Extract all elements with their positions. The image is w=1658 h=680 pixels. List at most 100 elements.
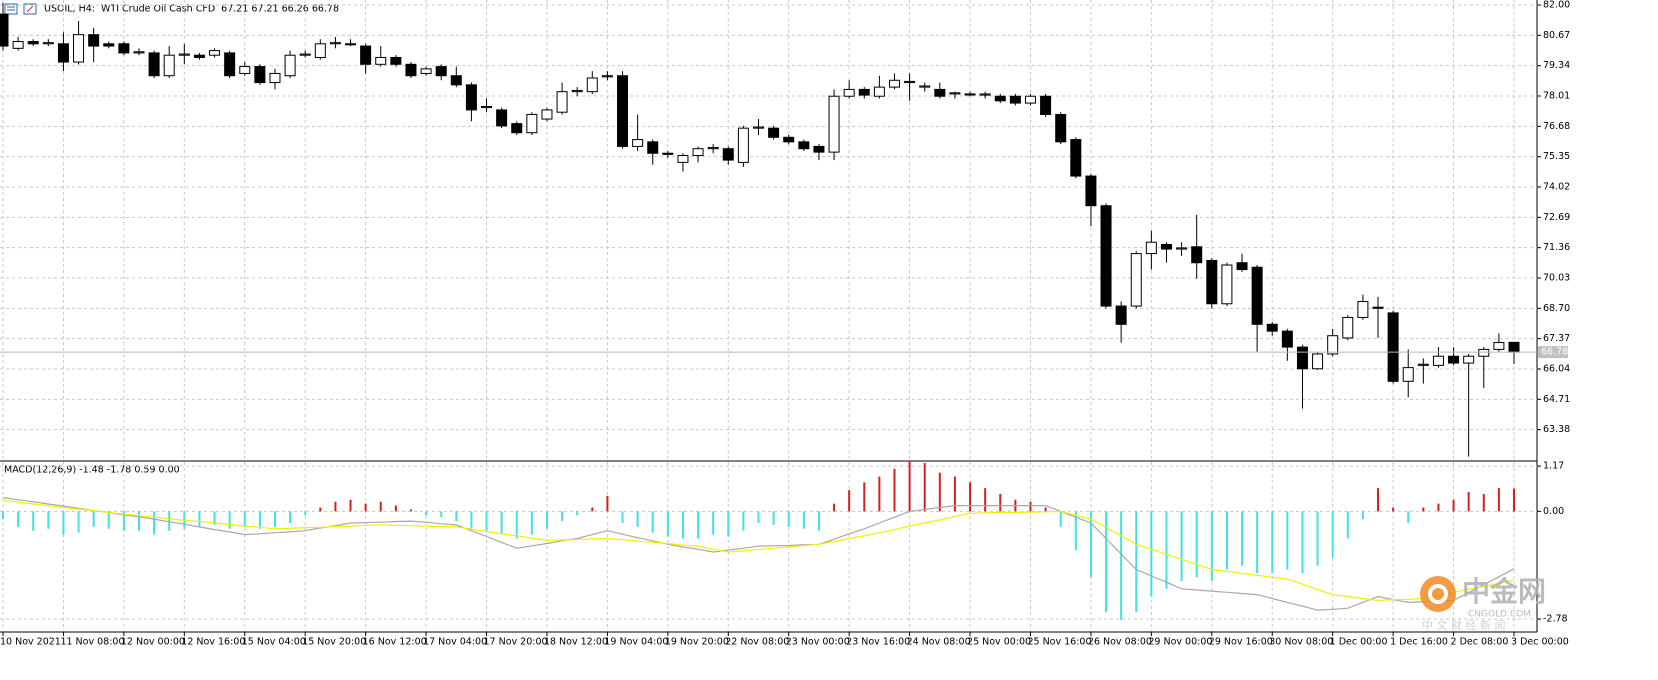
y-tick-label: 72.69 bbox=[1543, 212, 1570, 223]
candle-body bbox=[1040, 95, 1052, 115]
candle-body bbox=[677, 155, 689, 163]
x-tick-label: 25 Nov 16:00 bbox=[1027, 637, 1091, 648]
histogram-bar bbox=[153, 511, 156, 535]
candle-body bbox=[1251, 266, 1263, 325]
candle-body bbox=[27, 41, 39, 45]
candle-body bbox=[1448, 355, 1460, 364]
candle-body bbox=[1312, 353, 1324, 370]
y-tick-label: 80.67 bbox=[1543, 30, 1570, 41]
histogram-bar bbox=[379, 501, 382, 512]
candle-body bbox=[178, 53, 190, 56]
x-tick-label: 1 Dec 00:00 bbox=[1330, 637, 1388, 648]
candle-body bbox=[873, 86, 885, 97]
histogram-bar bbox=[137, 511, 140, 531]
candle-body bbox=[662, 152, 674, 155]
y-tick-label: 64.71 bbox=[1543, 394, 1570, 405]
histogram-bar bbox=[908, 461, 911, 512]
candle-body bbox=[707, 147, 719, 150]
y-tick-label: 74.02 bbox=[1543, 182, 1570, 193]
histogram-bar bbox=[17, 511, 20, 527]
candle-body bbox=[254, 66, 266, 84]
candle-body bbox=[57, 43, 69, 63]
x-tick-label: 23 Nov 16:00 bbox=[846, 637, 910, 648]
candle-body bbox=[481, 106, 493, 109]
candle-body bbox=[919, 85, 931, 88]
x-tick-label: 25 Nov 00:00 bbox=[967, 637, 1031, 648]
last-price-box bbox=[1538, 346, 1568, 359]
x-tick-label: 16 Nov 12:00 bbox=[363, 637, 427, 648]
candle-body bbox=[163, 54, 175, 77]
icon-line bbox=[26, 5, 34, 13]
histogram-bar bbox=[636, 511, 639, 527]
candle-body bbox=[586, 77, 598, 93]
histogram-bar bbox=[863, 482, 866, 512]
y-tick-label: 68.70 bbox=[1543, 303, 1570, 314]
candle-body bbox=[1387, 312, 1399, 382]
indicator-line bbox=[2, 499, 1515, 602]
candle-body bbox=[405, 63, 417, 77]
histogram-bar bbox=[757, 511, 760, 523]
candle-body bbox=[435, 66, 447, 77]
x-tick-label: 15 Nov 20:00 bbox=[302, 637, 366, 648]
candle-body bbox=[1463, 355, 1475, 364]
histogram-bar bbox=[1225, 511, 1228, 570]
candle-body bbox=[979, 93, 991, 96]
histogram-bar bbox=[1120, 511, 1123, 620]
plot: 82.00 80.67 79.34 78.01 76.68 75.35 74.02 72.69… bbox=[0, 0, 1570, 648]
histogram-bar bbox=[1437, 503, 1440, 512]
watermark: 中金网 CNGOLD.COM 中 文 财 经 新 闻 bbox=[1420, 575, 1546, 632]
y-tick-label: 70.03 bbox=[1543, 273, 1570, 284]
y-tick-label: 63.38 bbox=[1543, 424, 1570, 435]
candle-body bbox=[360, 45, 372, 65]
histogram-bar bbox=[122, 511, 125, 531]
candle-body bbox=[541, 109, 553, 120]
candle-body bbox=[1160, 243, 1172, 250]
histogram-bar bbox=[1180, 511, 1183, 582]
watermark-logo bbox=[1428, 584, 1448, 604]
candle-body bbox=[556, 91, 568, 113]
candle-body bbox=[420, 68, 432, 74]
candle-body bbox=[1236, 262, 1248, 271]
y-tick-label: 0.00 bbox=[1543, 506, 1564, 517]
candle-body bbox=[888, 79, 900, 88]
candle-body bbox=[526, 113, 538, 134]
x-tick-label: 3 Dec 00:00 bbox=[1511, 637, 1569, 648]
candle-body bbox=[1145, 241, 1157, 255]
histogram-bar bbox=[32, 511, 35, 531]
x-tick-label: 15 Nov 04:00 bbox=[242, 637, 306, 648]
histogram-bar bbox=[258, 511, 261, 529]
histogram-bar bbox=[923, 463, 926, 512]
x-tick-label: 12 Nov 16:00 bbox=[181, 637, 245, 648]
y-tick-label: 66.04 bbox=[1543, 364, 1570, 375]
watermark-url: CNGOLD.COM bbox=[1468, 610, 1531, 620]
histogram-bar bbox=[848, 490, 851, 512]
histogram-bar bbox=[1195, 511, 1198, 578]
x-tick-label: 11 Nov 08:00 bbox=[60, 637, 124, 648]
histogram-bar bbox=[2, 511, 4, 520]
candle-body bbox=[768, 127, 780, 138]
histogram-bar bbox=[787, 511, 790, 527]
candle-body bbox=[1432, 355, 1444, 366]
candle-body bbox=[1266, 323, 1278, 332]
histogram-bar bbox=[304, 511, 307, 516]
y-tick-label: 67.37 bbox=[1543, 333, 1570, 344]
candle-body bbox=[828, 95, 840, 153]
candle-body bbox=[1176, 247, 1188, 250]
histogram-bar bbox=[817, 511, 820, 531]
histogram-bar bbox=[1346, 511, 1349, 539]
candle-body bbox=[783, 136, 795, 143]
y-tick-label: 78.01 bbox=[1543, 91, 1570, 102]
candle-body bbox=[994, 95, 1006, 102]
histogram-bar bbox=[273, 511, 276, 527]
candle-body bbox=[1508, 341, 1520, 353]
histogram-bar bbox=[425, 511, 428, 516]
histogram-bar bbox=[697, 511, 700, 539]
candle-body bbox=[1085, 175, 1097, 207]
candle-body bbox=[1402, 367, 1414, 382]
histogram-bar bbox=[168, 511, 171, 531]
histogram-bar bbox=[1467, 492, 1470, 512]
histogram-bar bbox=[938, 472, 941, 512]
candle-body bbox=[949, 92, 961, 95]
y-tick-label: 82.00 bbox=[1543, 0, 1570, 11]
candle-body bbox=[964, 93, 976, 96]
